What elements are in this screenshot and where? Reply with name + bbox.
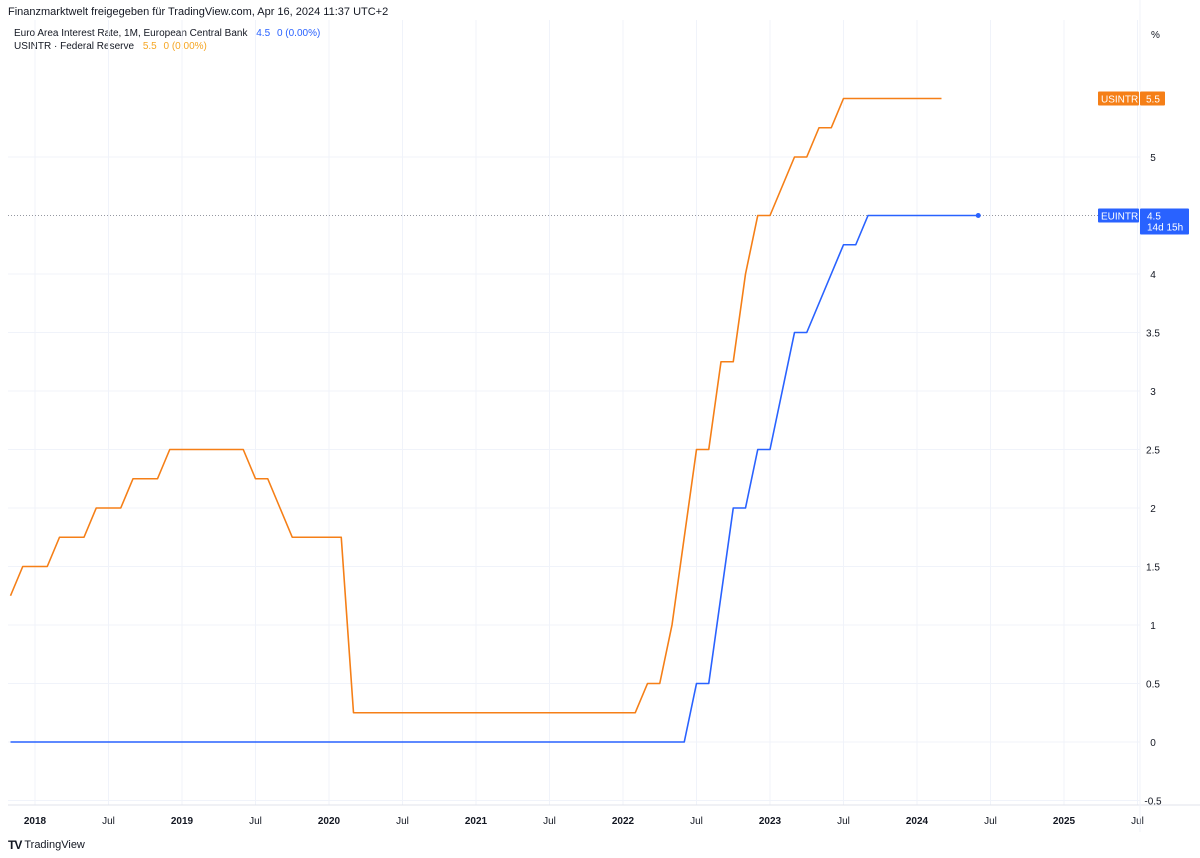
- y-tick-label: 4: [1150, 270, 1156, 281]
- x-tick-label: 2024: [906, 816, 929, 827]
- usintr-value-text: 5.5: [1146, 95, 1160, 106]
- x-tick-label: Jul: [690, 816, 703, 827]
- legend-ecb-value: 4.5: [256, 28, 271, 39]
- usintr-name-text: USINTR: [1101, 95, 1138, 106]
- x-tick-label: Jul: [837, 816, 850, 827]
- legend-ecb-change: 0 (0.00%): [276, 28, 321, 39]
- y-tick-label: 2.5: [1146, 446, 1160, 457]
- y-tick-label: 3: [1150, 387, 1156, 398]
- tradingview-logo[interactable]: TV TradingView: [8, 838, 85, 852]
- euintr-value-text: 4.5: [1147, 212, 1161, 223]
- legend-ecb[interactable]: Euro Area Interest Rate, 1M, European Ce…: [14, 28, 320, 39]
- unit-label: %: [1151, 30, 1160, 41]
- y-tick-label: 5: [1150, 153, 1156, 164]
- tradingview-logo-icon: TV: [8, 838, 22, 852]
- legend-fed-name: USINTR · Federal Reserve: [14, 41, 135, 52]
- attribution: Finanzmarktwelt freigegeben für TradingV…: [8, 6, 389, 18]
- series-line-usintr[interactable]: [9, 97, 942, 714]
- y-tick-label: 1: [1150, 621, 1156, 632]
- y-tick-label: 0.5: [1146, 680, 1160, 691]
- euintr-name-text: EUINTR: [1101, 212, 1138, 223]
- last-point-marker: [975, 213, 981, 218]
- legend-fed-change: 0 (0.00%): [163, 41, 207, 52]
- tradingview-logo-text: TradingView: [24, 839, 85, 851]
- euintr-name-label: [1098, 208, 1139, 223]
- x-tick-label: Jul: [102, 816, 115, 827]
- x-tick-label: Jul: [249, 816, 262, 827]
- legend-fed[interactable]: USINTR · Federal Reserve 5.5 0 (0.00%): [14, 41, 207, 52]
- y-tick-label: 0: [1150, 738, 1156, 749]
- y-tick-label: 3.5: [1146, 329, 1160, 340]
- x-tick-label: Jul: [1131, 816, 1144, 827]
- x-tick-label: Jul: [984, 816, 997, 827]
- y-tick-label: 1.5: [1146, 563, 1160, 574]
- x-tick-label: 2020: [318, 816, 341, 827]
- y-tick-label: 2: [1150, 504, 1156, 515]
- series-line-euintr[interactable]: [10, 214, 979, 743]
- x-tick-label: Jul: [543, 816, 556, 827]
- x-tick-label: 2023: [759, 816, 782, 827]
- usintr-value-label: [1140, 91, 1165, 106]
- x-tick-label: 2025: [1053, 816, 1076, 827]
- euintr-value-label: [1140, 208, 1189, 235]
- x-tick-label: 2019: [171, 816, 194, 827]
- usintr-name-label: [1098, 91, 1139, 106]
- y-tick-label: -0.5: [1144, 797, 1162, 808]
- legend-ecb-name: Euro Area Interest Rate, 1M, European Ce…: [14, 28, 248, 39]
- x-tick-label: 2022: [612, 816, 635, 827]
- x-tick-label: Jul: [396, 816, 409, 827]
- x-tick-label: 2021: [465, 816, 488, 827]
- legend-fed-value: 5.5: [142, 41, 157, 52]
- x-tick-label: 2018: [24, 816, 47, 827]
- euintr-countdown-text: 14d 15h: [1147, 223, 1183, 234]
